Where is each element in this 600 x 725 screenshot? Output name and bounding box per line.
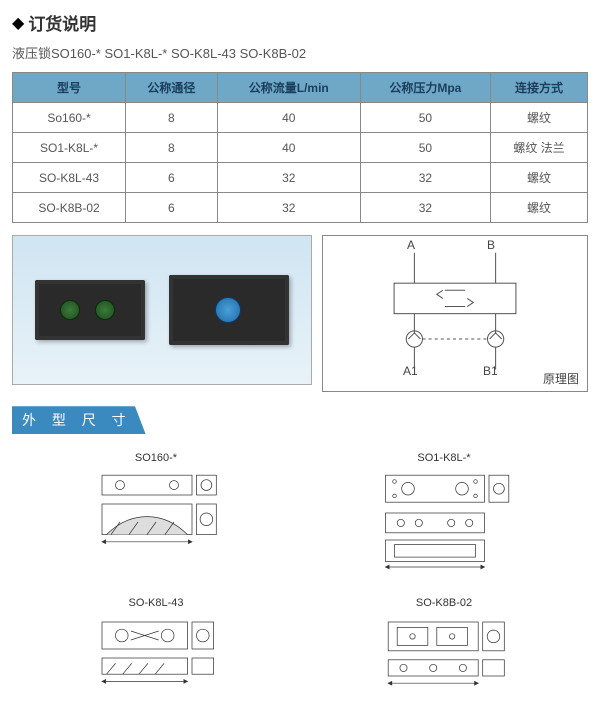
title-row: ◆ 订货说明: [12, 10, 588, 35]
dim-caption: SO1-K8L-*: [304, 452, 584, 464]
schematic-svg: [323, 236, 587, 391]
valve-block-2: [169, 275, 289, 345]
port-icon: [95, 300, 115, 320]
valve-block-1: [35, 280, 145, 340]
product-photo: [12, 235, 312, 385]
spec-table: 型号 公称通径 公称流量L/min 公称压力Mpa 连接方式 So160-* 8…: [12, 72, 588, 223]
port-label-b1: B1: [483, 364, 498, 378]
col-pressure: 公称压力Mpa: [360, 73, 490, 103]
schematic-diagram: A B A1 B1 原理图: [322, 235, 588, 392]
table-header-row: 型号 公称通径 公称流量L/min 公称压力Mpa 连接方式: [13, 73, 588, 103]
col-connection: 连接方式: [490, 73, 587, 103]
port-label-a1: A1: [403, 364, 418, 378]
section-tag-dimensions: 外 型 尺 寸: [12, 406, 146, 434]
image-row: A B A1 B1 原理图: [12, 235, 588, 392]
table-row: SO-K8L-43 6 32 32 螺纹: [13, 163, 588, 193]
dim-cell: SO-K8B-02: [300, 591, 588, 709]
diamond-icon: ◆: [12, 13, 24, 33]
dim-cell: SO-K8L-43: [12, 591, 300, 709]
table-row: SO1-K8L-* 8 40 50 螺纹 法兰: [13, 133, 588, 163]
dim-caption: SO-K8L-43: [16, 597, 296, 609]
port-icon: [215, 297, 241, 323]
col-diameter: 公称通径: [126, 73, 218, 103]
table-row: So160-* 8 40 50 螺纹: [13, 103, 588, 133]
schematic-caption: 原理图: [543, 370, 579, 387]
page-title: 订货说明: [28, 10, 96, 35]
dim-drawing: [66, 613, 246, 694]
port-label-b: B: [487, 238, 495, 252]
dim-drawing: [66, 468, 246, 567]
dim-caption: SO160-*: [16, 452, 296, 464]
dim-caption: SO-K8B-02: [304, 597, 584, 609]
dim-drawing: [354, 613, 534, 694]
col-flow: 公称流量L/min: [217, 73, 360, 103]
dim-cell: SO160-*: [12, 446, 300, 591]
col-model: 型号: [13, 73, 126, 103]
table-row: SO-K8B-02 6 32 32 螺纹: [13, 193, 588, 223]
dim-cell: SO1-K8L-*: [300, 446, 588, 591]
subtitle: 液压锁SO160-* SO1-K8L-* SO-K8L-43 SO-K8B-02: [12, 43, 588, 62]
dimension-drawings: SO160-* SO1-K8L-*: [12, 446, 588, 709]
dim-drawing: [354, 468, 534, 576]
port-label-a: A: [407, 238, 415, 252]
port-icon: [60, 300, 80, 320]
